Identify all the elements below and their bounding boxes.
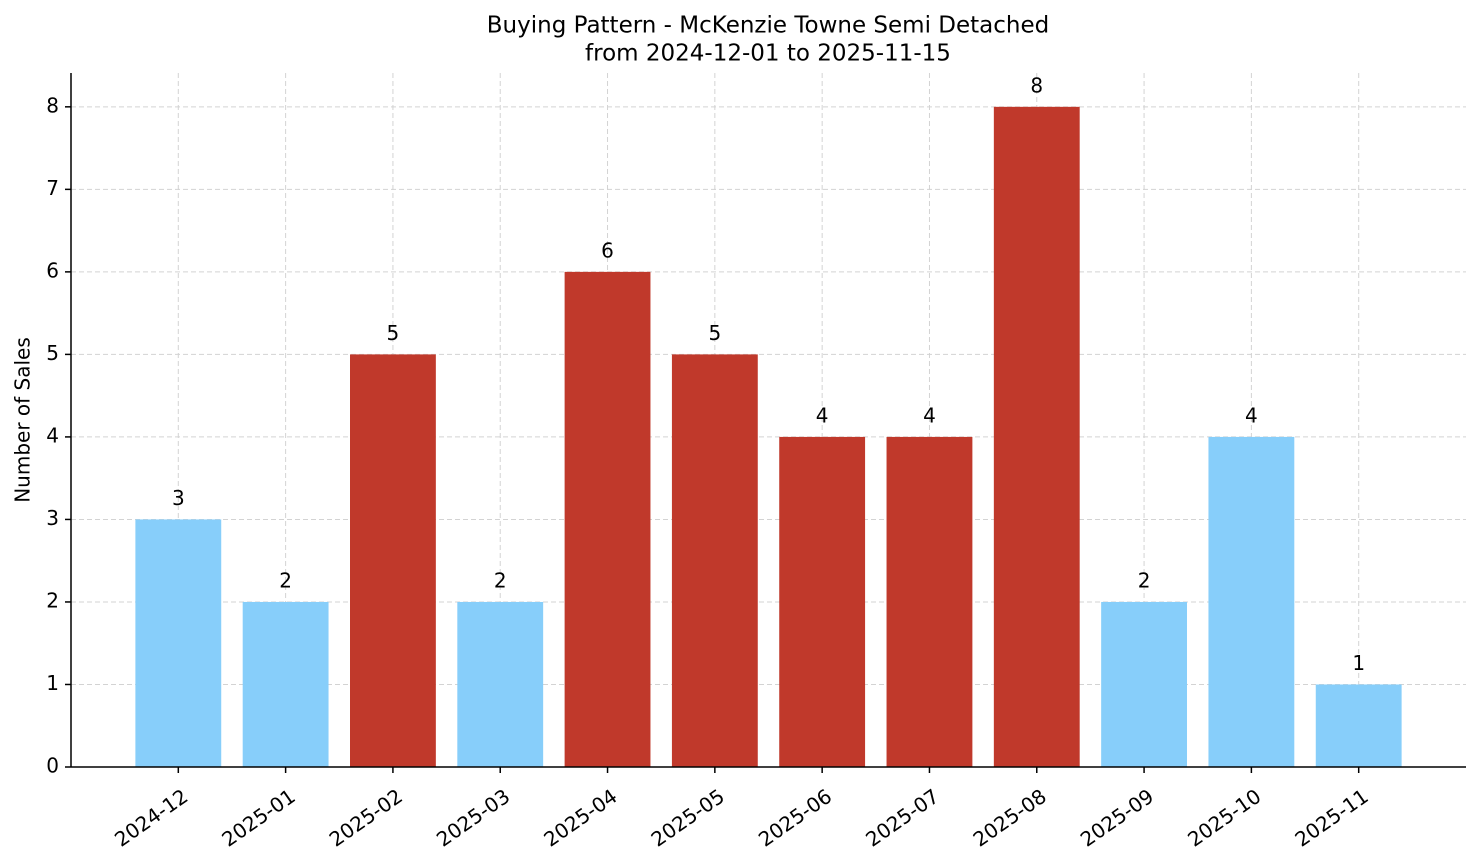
bar (886, 436, 973, 767)
x-tick-label: 2025-06 (754, 784, 836, 852)
y-tick-label: 6 (46, 258, 59, 282)
y-axis-label: Number of Sales (11, 337, 35, 503)
value-label: 8 (1030, 73, 1043, 97)
y-tick-label: 1 (46, 671, 59, 695)
y-tick-label: 0 (46, 754, 59, 778)
bar (671, 354, 758, 767)
bars (135, 106, 1402, 767)
y-tick-label: 4 (46, 423, 59, 447)
bar (242, 601, 329, 767)
value-label: 4 (923, 403, 936, 427)
x-tick-label: 2025-09 (1076, 784, 1158, 852)
chart-title: Buying Pattern - McKenzie Towne Semi Det… (487, 13, 1049, 39)
y-tick-label: 3 (46, 506, 59, 530)
x-tick-label: 2025-04 (539, 784, 621, 852)
value-label: 6 (601, 238, 614, 262)
bar (993, 106, 1080, 767)
value-label: 3 (172, 486, 185, 510)
x-tick-label: 2025-03 (432, 784, 514, 852)
x-tick-label: 2025-10 (1183, 784, 1265, 852)
bar (457, 601, 544, 767)
bar (1315, 684, 1402, 767)
value-label: 2 (279, 568, 292, 592)
x-tick-label: 2025-07 (861, 784, 943, 852)
x-tick-label: 2025-08 (969, 784, 1051, 852)
value-label: 2 (1138, 568, 1151, 592)
bar (1208, 436, 1295, 767)
y-tick-label: 8 (46, 93, 59, 117)
bar (1101, 601, 1187, 767)
y-tick-label: 7 (46, 176, 59, 200)
y-tick-label: 2 (46, 588, 59, 612)
bar (564, 271, 651, 767)
x-tick-label: 2025-05 (647, 784, 729, 852)
bar (350, 354, 436, 767)
x-tick-label: 2025-02 (325, 784, 407, 852)
value-label: 2 (494, 568, 507, 592)
value-label: 5 (708, 321, 721, 345)
x-tick-label: 2024-12 (110, 784, 192, 852)
value-label: 1 (1352, 651, 1365, 675)
x-tick-label: 2025-11 (1290, 784, 1372, 852)
chart-subtitle: from 2024-12-01 to 2025-11-15 (585, 41, 951, 67)
value-label: 5 (387, 321, 400, 345)
value-label: 4 (1245, 403, 1258, 427)
x-tick-label: 2025-01 (217, 784, 299, 852)
value-label: 4 (816, 403, 829, 427)
bar (779, 436, 866, 767)
y-tick-label: 5 (46, 341, 59, 365)
bar (135, 519, 222, 767)
